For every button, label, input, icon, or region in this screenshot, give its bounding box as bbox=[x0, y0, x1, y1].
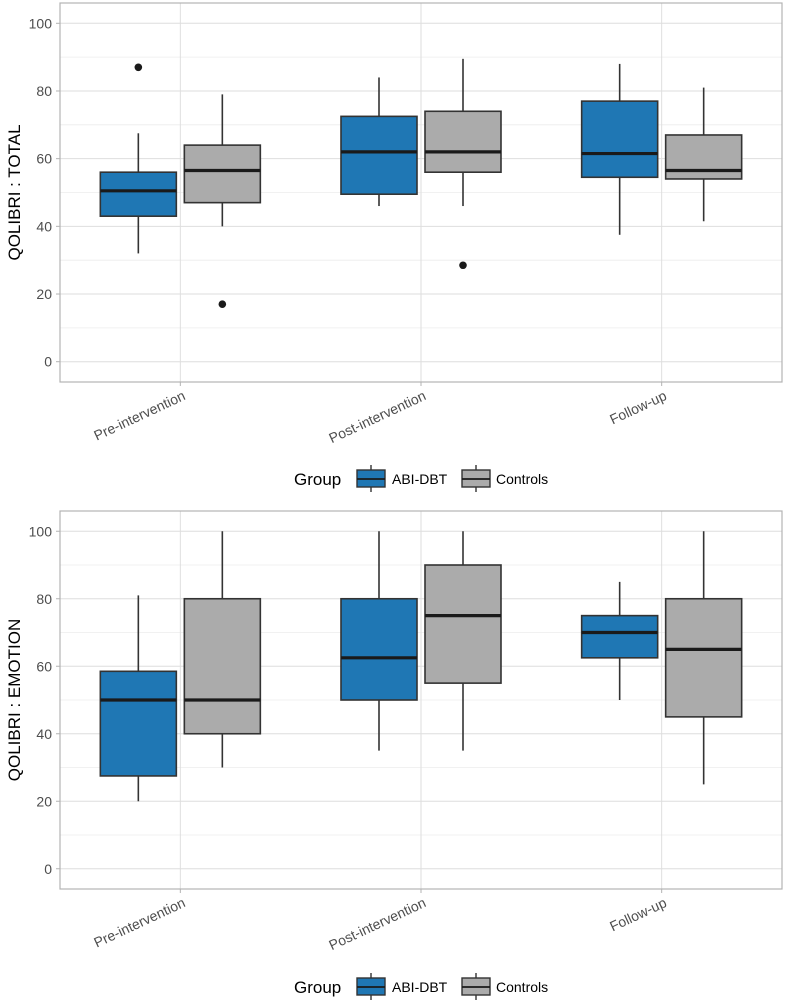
y-tick-label: 20 bbox=[36, 793, 52, 809]
box-iqr bbox=[664, 597, 743, 718]
outlier-point bbox=[134, 63, 143, 72]
y-tick-label: 100 bbox=[29, 523, 53, 539]
legend-title: Group bbox=[294, 470, 341, 489]
y-tick-label: 80 bbox=[36, 83, 52, 99]
y-tick-label: 40 bbox=[36, 218, 52, 234]
box-iqr bbox=[340, 597, 418, 701]
x-tick-label: Pre-intervention bbox=[91, 894, 187, 950]
x-tick-label: Follow-up bbox=[607, 894, 669, 934]
box-iqr bbox=[580, 614, 659, 659]
legend-label: ABI-DBT bbox=[392, 471, 448, 487]
box-controls-follow-up bbox=[664, 87, 743, 222]
y-tick-label: 60 bbox=[36, 658, 52, 674]
x-tick-label: Follow-up bbox=[607, 387, 669, 427]
legend-label: Controls bbox=[496, 471, 548, 487]
legend: Group ABI-DBT Controls bbox=[294, 973, 548, 1000]
box-abi-dbt-follow-up bbox=[580, 63, 659, 235]
legend-label: ABI-DBT bbox=[392, 979, 448, 995]
box-iqr bbox=[99, 171, 178, 217]
outlier-point bbox=[459, 261, 467, 270]
y-tick-label: 0 bbox=[44, 861, 52, 877]
x-tick-label: Post-intervention bbox=[326, 894, 428, 953]
y-tick-label: 80 bbox=[36, 591, 52, 607]
box-controls-pre-intervention bbox=[183, 94, 262, 308]
y-tick-label: 20 bbox=[36, 286, 52, 302]
box-abi-dbt-pre-intervention bbox=[99, 63, 178, 254]
box-iqr bbox=[99, 670, 178, 777]
box-iqr bbox=[183, 597, 262, 735]
box-iqr bbox=[183, 144, 262, 204]
y-tick-label: 60 bbox=[36, 151, 52, 167]
box-controls-post-intervention bbox=[424, 531, 502, 751]
box-abi-dbt-follow-up bbox=[580, 581, 659, 700]
y-tick-label: 0 bbox=[44, 354, 52, 370]
y-axis-label: QOLIBRI : EMOTION bbox=[5, 619, 24, 781]
box-controls-post-intervention bbox=[424, 58, 502, 270]
x-tick-label: Pre-intervention bbox=[91, 387, 187, 443]
chart-panel-2: 0 20 40 60 80 100 Pre-intervention Post-interve… bbox=[5, 510, 783, 1000]
box-controls-follow-up bbox=[664, 531, 743, 785]
box-iqr bbox=[340, 115, 418, 195]
legend-label: Controls bbox=[496, 979, 548, 995]
x-tick-label: Post-intervention bbox=[326, 387, 428, 446]
box-abi-dbt-post-intervention bbox=[340, 531, 418, 751]
chart-panel-1: 0 20 40 60 80 100 Pre-intervention Post-interve… bbox=[5, 2, 783, 492]
y-tick-label: 40 bbox=[36, 726, 52, 742]
legend-title: Group bbox=[294, 978, 341, 997]
box-abi-dbt-pre-intervention bbox=[99, 595, 178, 802]
box-abi-dbt-post-intervention bbox=[340, 77, 418, 207]
outlier-point bbox=[218, 300, 227, 308]
legend: Group ABI-DBT Controls bbox=[294, 465, 548, 492]
y-tick-label: 100 bbox=[29, 15, 53, 31]
box-iqr bbox=[664, 134, 743, 180]
y-axis-label: QOLIBRI : TOTAL bbox=[5, 124, 24, 260]
box-iqr bbox=[424, 110, 502, 173]
box-iqr bbox=[424, 564, 502, 684]
box-controls-pre-intervention bbox=[183, 531, 262, 768]
box-iqr bbox=[580, 100, 659, 179]
